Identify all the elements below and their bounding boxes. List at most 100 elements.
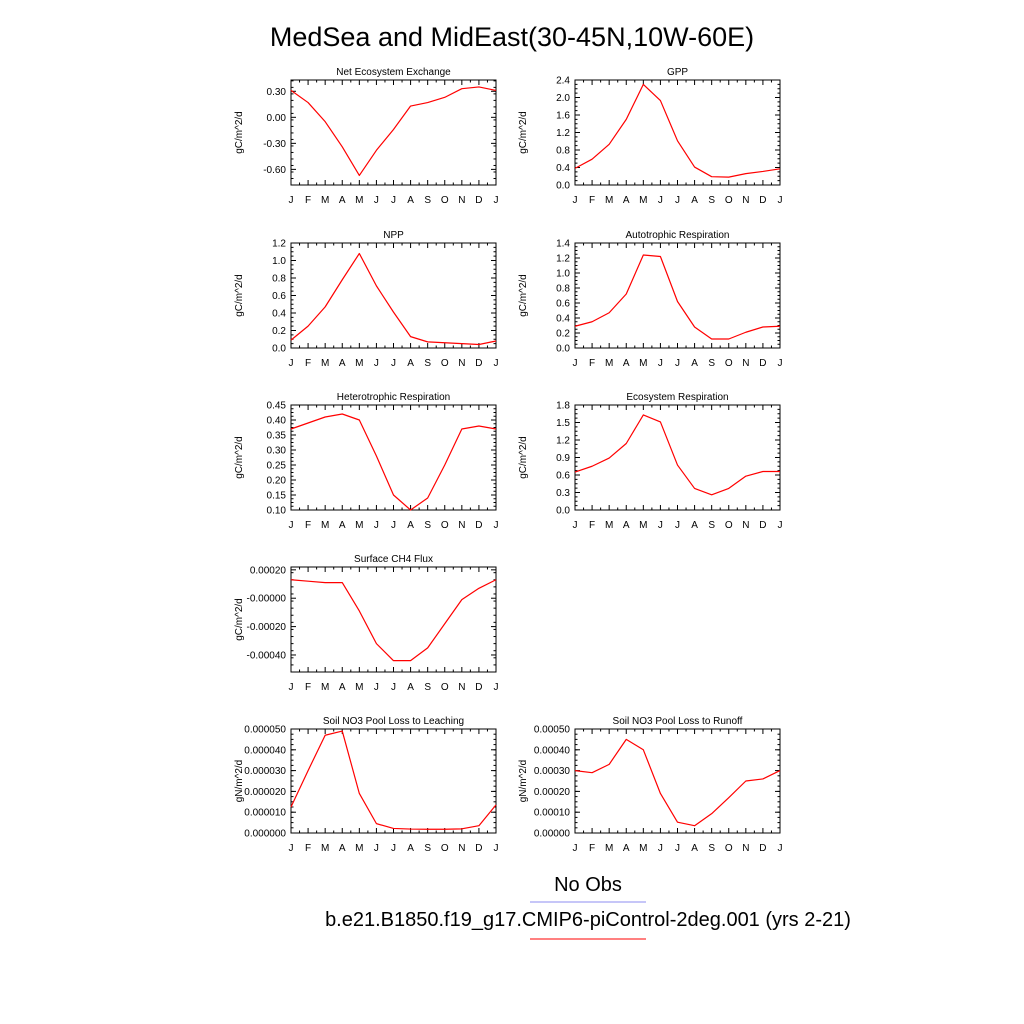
x-tick-label: J [573,520,578,531]
x-tick-label: N [458,843,465,854]
y-axis-label: gC/m^2/d [234,111,245,154]
x-tick-label: A [691,358,698,369]
x-tick-label: D [759,195,766,206]
y-tick-label: 0.2 [556,329,570,340]
x-tick-label: M [355,843,363,854]
x-tick-label: D [759,520,766,531]
x-tick-label: D [475,520,482,531]
x-tick-label: S [708,520,715,531]
x-tick-label: A [339,520,346,531]
y-tick-label: 0.00020 [534,787,571,798]
x-tick-label: J [573,195,578,206]
figure-title: MedSea and MidEast(30-45N,10W-60E) [270,22,754,52]
legend-label-no-obs: No Obs [554,874,622,896]
x-tick-label: J [391,843,396,854]
x-tick-label: A [623,358,630,369]
y-tick-label: 0.6 [556,299,570,310]
y-tick-label: 0.30 [267,87,287,98]
x-tick-label: F [589,843,595,854]
x-tick-label: A [407,520,414,531]
x-tick-label: M [605,358,613,369]
x-tick-label: N [742,843,749,854]
x-tick-label: M [605,520,613,531]
series-line [290,413,497,511]
x-tick-label: J [289,843,294,854]
x-tick-label: M [321,682,329,693]
x-tick-label: J [675,195,680,206]
y-tick-label: -0.00020 [247,622,287,633]
x-tick-label: M [321,520,329,531]
y-tick-label: 0.8 [556,146,570,157]
x-tick-label: N [458,520,465,531]
y-tick-label: 0.0 [272,344,286,355]
x-tick-label: J [573,358,578,369]
x-tick-label: N [742,358,749,369]
x-tick-label: O [441,520,449,531]
x-tick-label: S [424,682,431,693]
x-tick-label: A [623,520,630,531]
series-line [290,579,497,662]
x-tick-label: J [658,843,663,854]
x-tick-label: F [305,843,311,854]
y-tick-label: 0.6 [272,291,286,302]
x-tick-label: M [605,843,613,854]
y-tick-label: 1.8 [556,401,570,412]
x-tick-label: J [374,195,379,206]
x-tick-label: M [639,195,647,206]
x-tick-label: J [658,195,663,206]
y-tick-label: 1.6 [556,111,570,122]
x-tick-label: S [708,358,715,369]
x-tick-label: F [589,520,595,531]
x-tick-label: A [339,358,346,369]
y-axis-label: gN/m^2/d [234,760,245,803]
x-tick-label: J [658,520,663,531]
y-tick-label: 0.25 [267,461,287,472]
x-tick-label: S [424,195,431,206]
x-tick-label: J [658,358,663,369]
x-tick-label: M [639,520,647,531]
y-tick-label: 1.0 [272,256,286,267]
y-tick-label: 0.15 [267,491,287,502]
x-tick-label: A [623,843,630,854]
x-tick-label: J [289,195,294,206]
y-tick-label: 0.00030 [534,766,571,777]
x-tick-label: J [494,843,499,854]
x-tick-label: O [725,520,733,531]
panel-title: Surface CH4 Flux [354,554,433,565]
y-tick-label: 1.2 [272,239,286,250]
x-tick-label: J [374,843,379,854]
y-tick-label: -0.60 [263,165,286,176]
x-tick-label: J [391,195,396,206]
y-tick-label: 0.0 [556,344,570,355]
x-tick-label: S [424,520,431,531]
x-tick-label: A [407,195,414,206]
y-tick-label: 0.000010 [244,808,286,819]
x-tick-label: M [355,358,363,369]
x-tick-label: A [407,358,414,369]
panel-title: Soil NO3 Pool Loss to Leaching [323,716,464,727]
plot-frame [290,242,497,349]
x-tick-label: O [441,843,449,854]
plot-frame [574,404,781,511]
y-tick-label: 1.4 [556,239,570,250]
series-line [574,83,781,178]
series-line [290,252,497,346]
y-tick-label: 1.5 [556,418,570,429]
x-tick-label: J [289,520,294,531]
x-tick-label: J [778,358,783,369]
y-tick-label: 0.35 [267,431,287,442]
x-tick-label: S [424,358,431,369]
x-tick-label: J [675,843,680,854]
x-tick-label: J [391,682,396,693]
plot-frame [290,728,497,834]
x-tick-label: O [441,358,449,369]
series-line [290,730,497,830]
x-tick-label: F [589,358,595,369]
y-tick-label: 0.0 [556,506,570,517]
x-tick-label: A [339,843,346,854]
